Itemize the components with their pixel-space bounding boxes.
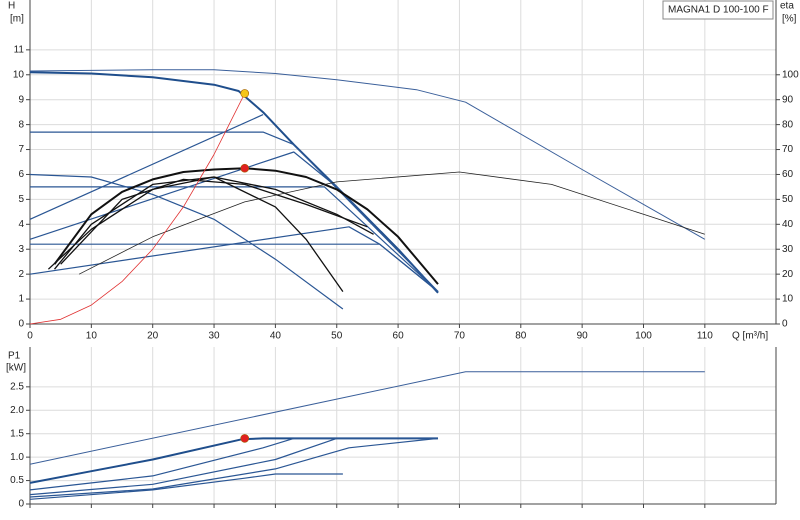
x-tick-label: 90	[577, 331, 589, 342]
x-tick-label: 80	[515, 331, 527, 342]
x-tick-label: 20	[147, 331, 159, 342]
y-tick-label: 8	[18, 119, 24, 130]
curve	[29, 114, 264, 220]
curve	[60, 178, 368, 265]
x-axis-label: Q [m³/h]	[732, 331, 768, 342]
y2-tick-label: 50	[782, 194, 794, 205]
curve	[47, 176, 344, 292]
y-tick-label: 1.0	[10, 452, 24, 463]
y2-tick-label: 40	[782, 219, 794, 230]
y-tick-label: 0	[18, 319, 24, 330]
curve	[29, 69, 706, 240]
y-tick-label: 5	[18, 194, 24, 205]
y-tick-label: 2.5	[10, 381, 24, 392]
x-tick-label: 50	[331, 331, 343, 342]
y-axis-label: P1	[8, 351, 21, 362]
y-tick-label: 3	[18, 244, 24, 255]
y-tick-label: 4	[18, 219, 24, 230]
y2-tick-label: 10	[782, 294, 794, 305]
y2-axis-label: eta	[780, 1, 794, 12]
x-tick-label: 0	[27, 331, 33, 342]
curve	[30, 243, 439, 293]
x-tick-label: 70	[454, 331, 466, 342]
y-axis-label: H	[8, 1, 15, 12]
curve	[29, 437, 438, 496]
y-tick-label: 11	[14, 44, 25, 55]
x-tick-label: 60	[393, 331, 405, 342]
y-tick-label: 6	[18, 169, 24, 180]
chart-title: MAGNA1 D 100-100 F	[668, 5, 769, 16]
y-tick-label: 0.5	[10, 475, 24, 486]
y-tick-label: 7	[18, 144, 24, 155]
curve	[78, 171, 705, 275]
x-tick-label: 110	[697, 331, 713, 342]
x-tick-label: 10	[86, 331, 98, 342]
x-tick-label: 30	[208, 331, 220, 342]
y-tick-label: 2.0	[10, 405, 24, 416]
y-tick-label: 1.5	[10, 428, 24, 439]
x-tick-label: 100	[635, 331, 652, 342]
y2-tick-label: 0	[782, 319, 788, 330]
y-axis-unit: [kW]	[6, 363, 26, 374]
y2-tick-label: 80	[782, 119, 794, 130]
y-axis-unit: [m]	[10, 14, 24, 25]
curve	[29, 473, 343, 500]
title-box	[662, 0, 774, 20]
y2-tick-label: 60	[782, 169, 794, 180]
duty-point	[240, 434, 250, 443]
y-tick-label: 9	[18, 94, 24, 105]
curve	[29, 371, 705, 465]
curve	[29, 93, 246, 325]
y2-tick-label: 20	[782, 269, 794, 280]
curve	[29, 437, 439, 498]
y-tick-label: 1	[18, 294, 24, 305]
y2-tick-label: 90	[782, 94, 794, 105]
duty-point	[240, 89, 250, 98]
curve	[29, 151, 439, 293]
curve	[30, 131, 439, 293]
y-tick-label: 2	[18, 269, 24, 280]
y-tick-label: 0	[18, 499, 24, 510]
x-tick-label: 40	[270, 331, 282, 342]
duty-point	[240, 163, 250, 173]
y2-tick-label: 70	[782, 144, 794, 155]
y2-tick-label: 30	[782, 244, 794, 255]
y2-tick-label: 100	[782, 69, 799, 80]
y2-axis-unit: [%]	[782, 14, 797, 25]
y-tick-label: 10	[13, 69, 25, 80]
